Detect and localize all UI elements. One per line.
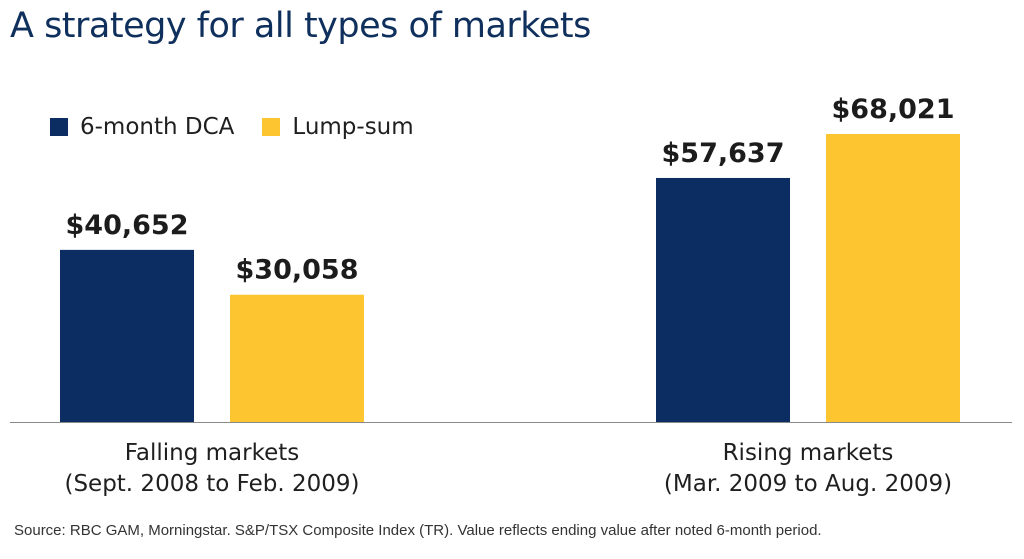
- data-label-lump-sum-rising-markets: $68,021: [832, 94, 955, 125]
- source-note: Source: RBC GAM, Morningstar. S&P/TSX Co…: [14, 522, 822, 539]
- legend: 6-month DCA Lump-sum: [50, 114, 442, 140]
- category-label-falling-markets: Falling markets: [125, 440, 299, 466]
- data-label-6-month-dca-falling-markets: $40,652: [66, 210, 189, 241]
- legend-swatch-lump-sum: [262, 118, 281, 136]
- category-label-rising-markets: Rising markets: [723, 440, 894, 466]
- category-label-rising-markets-period: (Mar. 2009 to Aug. 2009): [664, 471, 952, 497]
- bar-lump-sum-rising-markets: [826, 134, 960, 422]
- data-label-lump-sum-falling-markets: $30,058: [236, 255, 359, 286]
- bar-6-month-dca-falling-markets: [60, 249, 194, 422]
- chart-title: A strategy for all types of markets: [10, 6, 591, 46]
- legend-swatch-dca: [50, 118, 68, 136]
- legend-item-lump-sum: Lump-sum: [262, 114, 414, 140]
- bar-lump-sum-falling-markets: [230, 294, 364, 422]
- bar-6-month-dca-rising-markets: [656, 177, 790, 422]
- category-label-falling-markets-period: (Sept. 2008 to Feb. 2009): [64, 471, 359, 497]
- legend-label-dca: 6-month DCA: [80, 114, 235, 140]
- data-label-6-month-dca-rising-markets: $57,637: [662, 138, 785, 169]
- legend-label-lump-sum: Lump-sum: [292, 114, 414, 140]
- legend-item-dca: 6-month DCA: [50, 114, 234, 140]
